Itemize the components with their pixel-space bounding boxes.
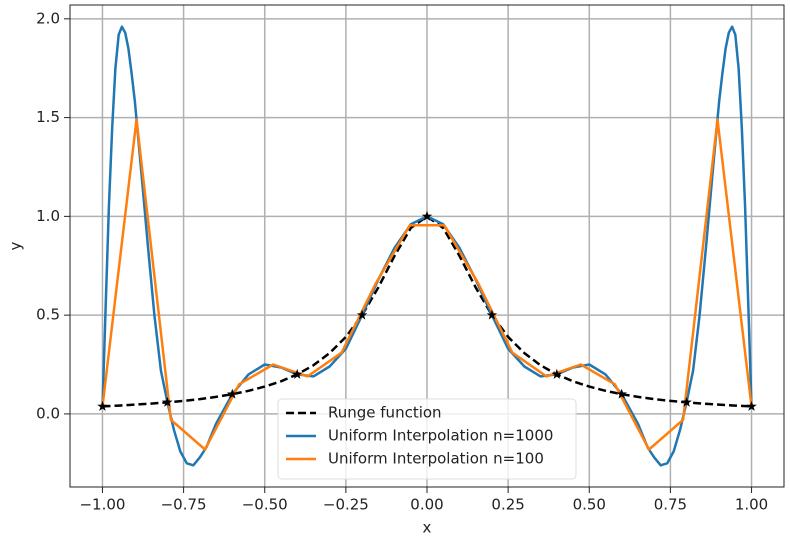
node-marker <box>292 368 303 379</box>
x-tick-label: 0.00 <box>410 496 443 514</box>
y-tick-label: 1.0 <box>36 207 60 225</box>
y-tick-label: 0.0 <box>36 404 60 422</box>
x-tick-label: 0.75 <box>654 496 687 514</box>
y-tick-label: 1.5 <box>36 108 60 126</box>
node-marker <box>746 400 757 411</box>
legend-label: Uniform Interpolation n=1000 <box>328 427 553 445</box>
node-marker <box>97 400 108 411</box>
node-marker <box>162 396 173 407</box>
node-marker <box>356 309 368 320</box>
node-marker <box>616 388 627 399</box>
x-tick-label: 1.00 <box>735 496 768 514</box>
series-line <box>102 215 752 408</box>
series-line <box>101 118 753 451</box>
legend-label: Runge function <box>328 404 442 422</box>
x-axis-label: x <box>423 519 432 537</box>
x-tick-label: 0.50 <box>573 496 606 514</box>
x-tick-label: 0.25 <box>491 496 524 514</box>
y-axis-label: y <box>7 241 25 250</box>
x-tick-label: −0.25 <box>323 496 369 514</box>
node-marker <box>681 396 692 407</box>
legend-box <box>277 398 577 480</box>
x-tick-label: −0.50 <box>242 496 288 514</box>
x-tick-label: −1.00 <box>79 496 125 514</box>
node-marker <box>551 368 562 379</box>
legend-label: Uniform Interpolation n=100 <box>328 450 544 468</box>
node-marker <box>227 388 238 399</box>
plot-frame <box>69 4 785 488</box>
y-tick-label: 0.5 <box>36 306 60 324</box>
node-marker <box>486 309 498 320</box>
node-marker <box>421 210 433 221</box>
x-tick-label: −0.75 <box>161 496 207 514</box>
y-tick-label: 2.0 <box>36 9 60 27</box>
